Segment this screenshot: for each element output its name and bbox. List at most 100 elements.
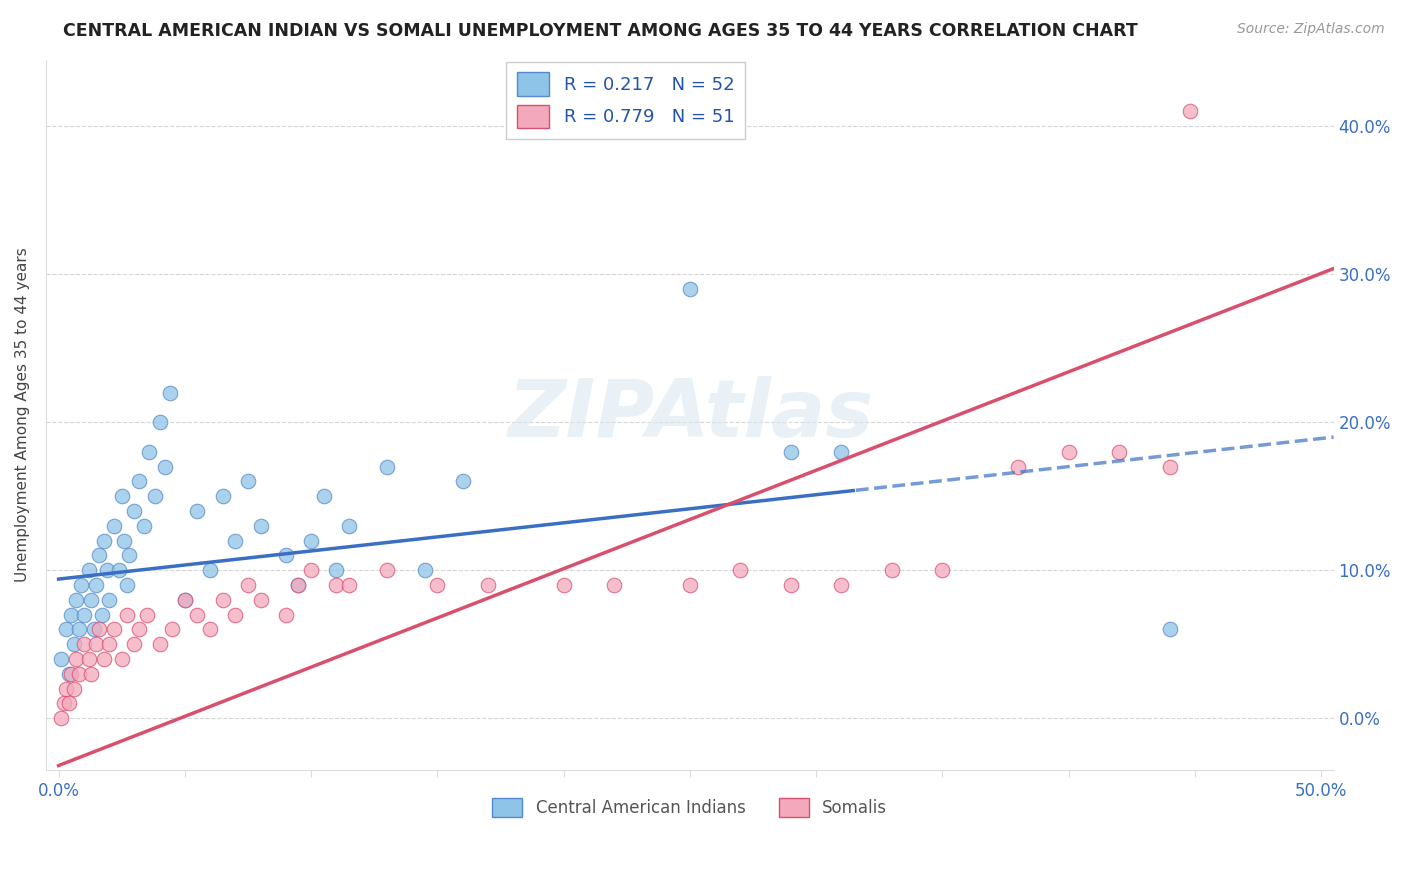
Point — [60, 666, 83, 681]
Point — [60, 607, 83, 622]
Point — [138, 445, 160, 459]
Point — [603, 578, 626, 592]
Point — [70, 578, 93, 592]
Point — [143, 489, 166, 503]
Point — [108, 563, 131, 577]
Point — [65, 652, 87, 666]
Point — [55, 681, 77, 696]
Point — [337, 578, 360, 592]
Point — [451, 475, 474, 489]
Point — [224, 533, 246, 548]
Point — [173, 592, 195, 607]
Point — [103, 518, 125, 533]
Point — [1057, 445, 1080, 459]
Point — [52, 697, 75, 711]
Point — [134, 518, 156, 533]
Point — [880, 563, 903, 577]
Point — [1108, 445, 1130, 459]
Point — [730, 563, 752, 577]
Point — [62, 637, 84, 651]
Point — [128, 475, 150, 489]
Point — [198, 563, 221, 577]
Point — [112, 533, 135, 548]
Point — [830, 445, 852, 459]
Point — [118, 549, 141, 563]
Point — [65, 592, 87, 607]
Point — [236, 578, 259, 592]
Point — [115, 607, 138, 622]
Point — [49, 652, 72, 666]
Point — [67, 666, 90, 681]
Point — [224, 607, 246, 622]
Text: CENTRAL AMERICAN INDIAN VS SOMALI UNEMPLOYMENT AMONG AGES 35 TO 44 YEARS CORRELA: CENTRAL AMERICAN INDIAN VS SOMALI UNEMPL… — [63, 22, 1137, 40]
Point — [80, 592, 103, 607]
Point — [173, 592, 195, 607]
Point — [62, 681, 84, 696]
Point — [477, 578, 499, 592]
Point — [299, 533, 322, 548]
Point — [779, 445, 801, 459]
Point — [198, 623, 221, 637]
Point — [90, 607, 112, 622]
Point — [274, 549, 297, 563]
Point — [111, 489, 134, 503]
Y-axis label: Unemployment Among Ages 35 to 44 years: Unemployment Among Ages 35 to 44 years — [15, 247, 30, 582]
Point — [98, 637, 121, 651]
Point — [553, 578, 575, 592]
Point — [67, 623, 90, 637]
Point — [274, 607, 297, 622]
Text: ZIPAtlas: ZIPAtlas — [506, 376, 873, 454]
Point — [211, 592, 233, 607]
Point — [111, 652, 134, 666]
Point — [136, 607, 159, 622]
Point — [679, 282, 702, 296]
Point — [325, 563, 347, 577]
Point — [375, 459, 398, 474]
Point — [96, 563, 118, 577]
Point — [931, 563, 953, 577]
Point — [77, 652, 100, 666]
Point — [87, 623, 110, 637]
Point — [149, 415, 172, 429]
Point — [149, 637, 172, 651]
Point — [58, 697, 80, 711]
Point — [73, 607, 96, 622]
Point — [49, 711, 72, 725]
Point — [186, 504, 208, 518]
Point — [236, 475, 259, 489]
Point — [337, 518, 360, 533]
Point — [312, 489, 335, 503]
Point — [1159, 623, 1181, 637]
Point — [83, 623, 105, 637]
Point — [153, 459, 176, 474]
Text: Source: ZipAtlas.com: Source: ZipAtlas.com — [1237, 22, 1385, 37]
Point — [87, 549, 110, 563]
Point — [186, 607, 208, 622]
Point — [86, 637, 108, 651]
Point — [124, 504, 146, 518]
Point — [299, 563, 322, 577]
Point — [287, 578, 309, 592]
Point — [86, 578, 108, 592]
Point — [830, 578, 852, 592]
Point — [413, 563, 436, 577]
Legend: Central American Indians, Somalis: Central American Indians, Somalis — [484, 789, 896, 826]
Point — [160, 623, 183, 637]
Point — [58, 666, 80, 681]
Point — [779, 578, 801, 592]
Point — [325, 578, 347, 592]
Point — [1178, 104, 1201, 119]
Point — [1159, 459, 1181, 474]
Point — [426, 578, 449, 592]
Point — [249, 518, 271, 533]
Point — [115, 578, 138, 592]
Point — [128, 623, 150, 637]
Point — [159, 385, 181, 400]
Point — [55, 623, 77, 637]
Point — [103, 623, 125, 637]
Point — [679, 578, 702, 592]
Point — [98, 592, 121, 607]
Point — [1007, 459, 1029, 474]
Point — [375, 563, 398, 577]
Point — [80, 666, 103, 681]
